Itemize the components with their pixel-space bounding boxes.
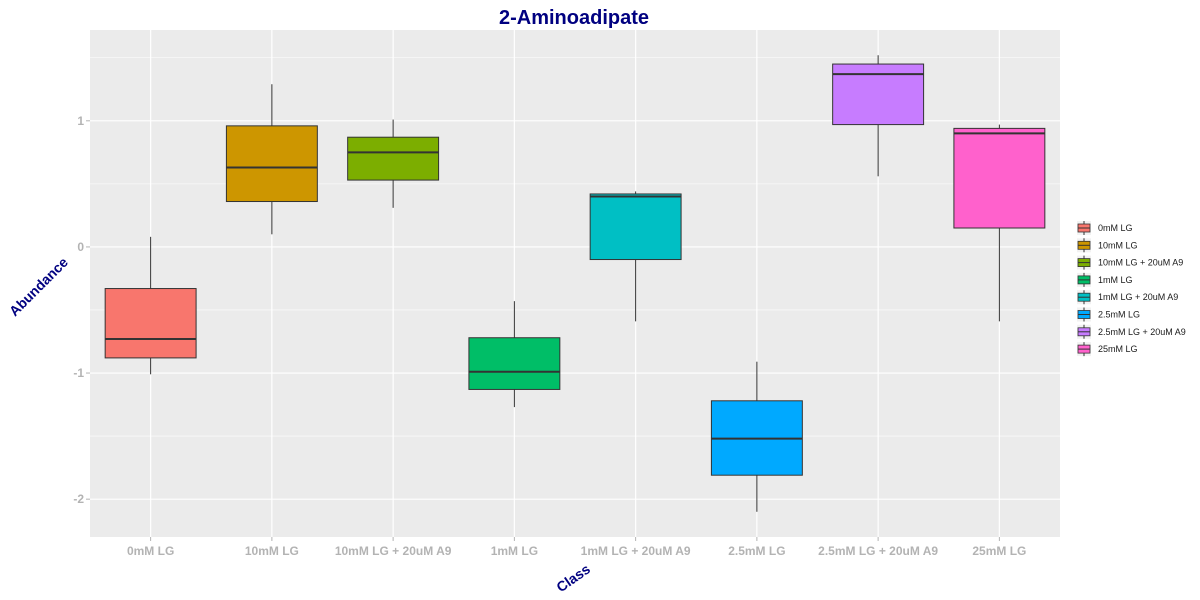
x-tick-label: 10mM LG + 20uM A9 bbox=[335, 544, 452, 558]
x-tick-label: 25mM LG bbox=[972, 544, 1026, 558]
box-3 bbox=[468, 301, 561, 408]
legend-item-7: 25mM LG bbox=[1077, 342, 1138, 357]
legend-label: 0mM LG bbox=[1098, 223, 1133, 233]
legend-item-5: 2.5mM LG bbox=[1077, 307, 1140, 322]
box-body bbox=[468, 337, 561, 390]
x-tick-label: 10mM LG bbox=[245, 544, 299, 558]
legend-item-6: 2.5mM LG + 20uM A9 bbox=[1077, 324, 1186, 339]
legend-item-2: 10mM LG + 20uM A9 bbox=[1077, 255, 1183, 270]
legend-label: 25mM LG bbox=[1098, 344, 1138, 354]
box-body bbox=[225, 125, 318, 203]
y-axis-title: Abundance bbox=[6, 254, 71, 319]
x-tick-label: 2.5mM LG + 20uM A9 bbox=[818, 544, 938, 558]
box-2 bbox=[347, 119, 440, 208]
legend-label: 2.5mM LG + 20uM A9 bbox=[1098, 327, 1186, 337]
box-body bbox=[953, 127, 1046, 229]
box-body bbox=[104, 288, 197, 359]
box-4 bbox=[589, 191, 682, 322]
y-tick-label: -2 bbox=[73, 492, 84, 506]
x-axis-ticks: 0mM LG 10mM LG 10mM LG + 20uM A9 1mM LG 1mM … bbox=[127, 537, 1026, 558]
legend-item-0: 0mM LG bbox=[1077, 221, 1133, 235]
gridlines bbox=[90, 30, 1060, 537]
legend-label: 1mM LG + 20uM A9 bbox=[1098, 292, 1178, 302]
box-7 bbox=[953, 124, 1046, 322]
x-tick-label: 2.5mM LG bbox=[728, 544, 785, 558]
box-body bbox=[347, 136, 440, 181]
x-tick-label: 1mM LG + 20uM A9 bbox=[581, 544, 691, 558]
box-5 bbox=[710, 361, 803, 512]
y-tick-label: -1 bbox=[73, 366, 84, 380]
x-axis-title: Class bbox=[553, 561, 593, 596]
x-tick-label: 1mM LG bbox=[491, 544, 538, 558]
legend-item-1: 10mM LG bbox=[1077, 238, 1138, 253]
legend-item-4: 1mM LG + 20uM A9 bbox=[1077, 290, 1178, 305]
y-tick-label: 1 bbox=[77, 114, 84, 128]
legend-label: 10mM LG bbox=[1098, 240, 1138, 250]
boxes bbox=[104, 55, 1046, 512]
y-tick-label: 0 bbox=[77, 240, 84, 254]
box-6 bbox=[832, 55, 925, 177]
box-body bbox=[832, 63, 925, 126]
legend: 0mM LG 10mM LG 10mM LG + 20uM A9 1mM LG 1mM … bbox=[1077, 221, 1186, 357]
box-1 bbox=[225, 84, 318, 235]
legend-label: 2.5mM LG bbox=[1098, 310, 1140, 320]
legend-label: 1mM LG bbox=[1098, 275, 1133, 285]
box-0 bbox=[104, 236, 197, 375]
legend-label: 10mM LG + 20uM A9 bbox=[1098, 258, 1183, 268]
chart-title: 2-Aminoadipate bbox=[499, 7, 649, 29]
legend-item-3: 1mM LG bbox=[1077, 272, 1133, 287]
x-tick-label: 0mM LG bbox=[127, 544, 174, 558]
y-axis-ticks: -2 -1 0 1 bbox=[73, 114, 90, 506]
box-body bbox=[589, 193, 682, 261]
